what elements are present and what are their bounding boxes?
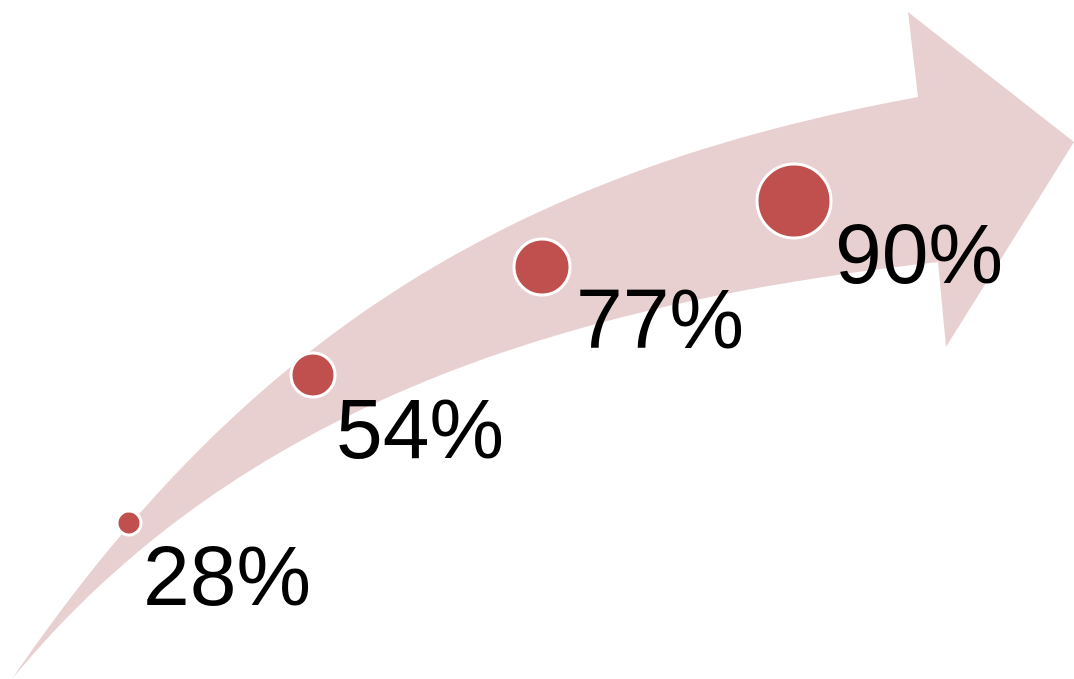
step-dot-4 [755, 162, 833, 240]
step-label-2: 54% [336, 382, 504, 476]
step-dot-1 [115, 509, 143, 537]
step-label-3: 77% [576, 272, 744, 366]
step-dot-2 [289, 351, 337, 399]
step-label-4: 90% [835, 207, 1003, 301]
step-dot-3 [512, 237, 572, 297]
step-label-1: 28% [143, 529, 311, 623]
